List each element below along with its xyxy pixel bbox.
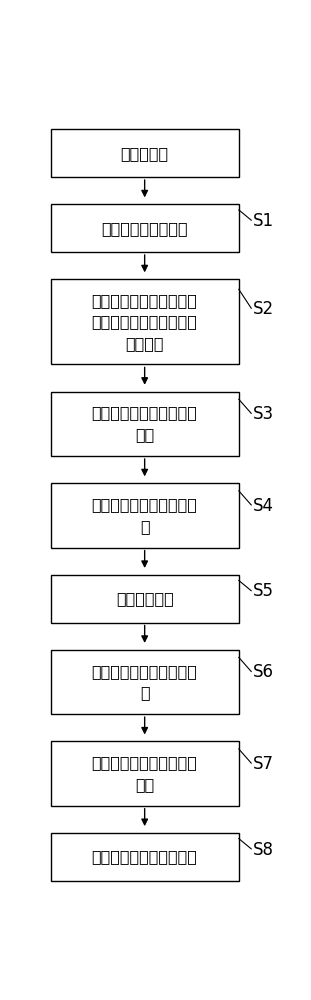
- Text: S2: S2: [253, 300, 274, 318]
- Text: 得到三维电阻率数据分布: 得到三维电阻率数据分布: [92, 664, 197, 679]
- Text: S6: S6: [253, 663, 274, 681]
- FancyBboxPatch shape: [50, 392, 239, 456]
- Text: S3: S3: [253, 405, 274, 423]
- Text: 计算视电阻率: 计算视电阻率: [116, 591, 174, 606]
- Text: 据: 据: [140, 519, 150, 534]
- FancyBboxPatch shape: [50, 741, 239, 806]
- Text: S1: S1: [253, 212, 274, 230]
- FancyBboxPatch shape: [50, 129, 239, 177]
- Text: 铀矿勘查区: 铀矿勘查区: [121, 146, 169, 161]
- Text: 获取土壤氡气浓度值异常: 获取土壤氡气浓度值异常: [92, 293, 197, 308]
- FancyBboxPatch shape: [50, 650, 239, 714]
- Text: 异常范围: 异常范围: [125, 336, 164, 351]
- Text: 范围和土壤氡气浓度衬值: 范围和土壤氡气浓度衬值: [92, 314, 197, 329]
- Text: 获取地表平面铀成矿有利: 获取地表平面铀成矿有利: [92, 406, 197, 421]
- Text: S7: S7: [253, 755, 274, 773]
- FancyBboxPatch shape: [50, 575, 239, 623]
- Text: 获取三维电阻率数据分布: 获取三维电阻率数据分布: [92, 755, 197, 770]
- Text: 体: 体: [140, 685, 150, 700]
- FancyBboxPatch shape: [50, 483, 239, 548]
- FancyBboxPatch shape: [50, 833, 239, 881]
- Text: 获取土壤氡气浓度值: 获取土壤氡气浓度值: [101, 221, 188, 236]
- Text: S5: S5: [253, 582, 274, 600]
- Text: S8: S8: [253, 841, 274, 859]
- FancyBboxPatch shape: [50, 204, 239, 252]
- Text: S4: S4: [253, 497, 274, 515]
- Text: 圈定三维铀成矿有利部位: 圈定三维铀成矿有利部位: [92, 849, 197, 864]
- FancyBboxPatch shape: [50, 279, 239, 364]
- Text: 范围: 范围: [135, 427, 154, 442]
- Text: 获取三维广域电磁测量数: 获取三维广域电磁测量数: [92, 497, 197, 512]
- Text: 特征: 特征: [135, 777, 154, 792]
